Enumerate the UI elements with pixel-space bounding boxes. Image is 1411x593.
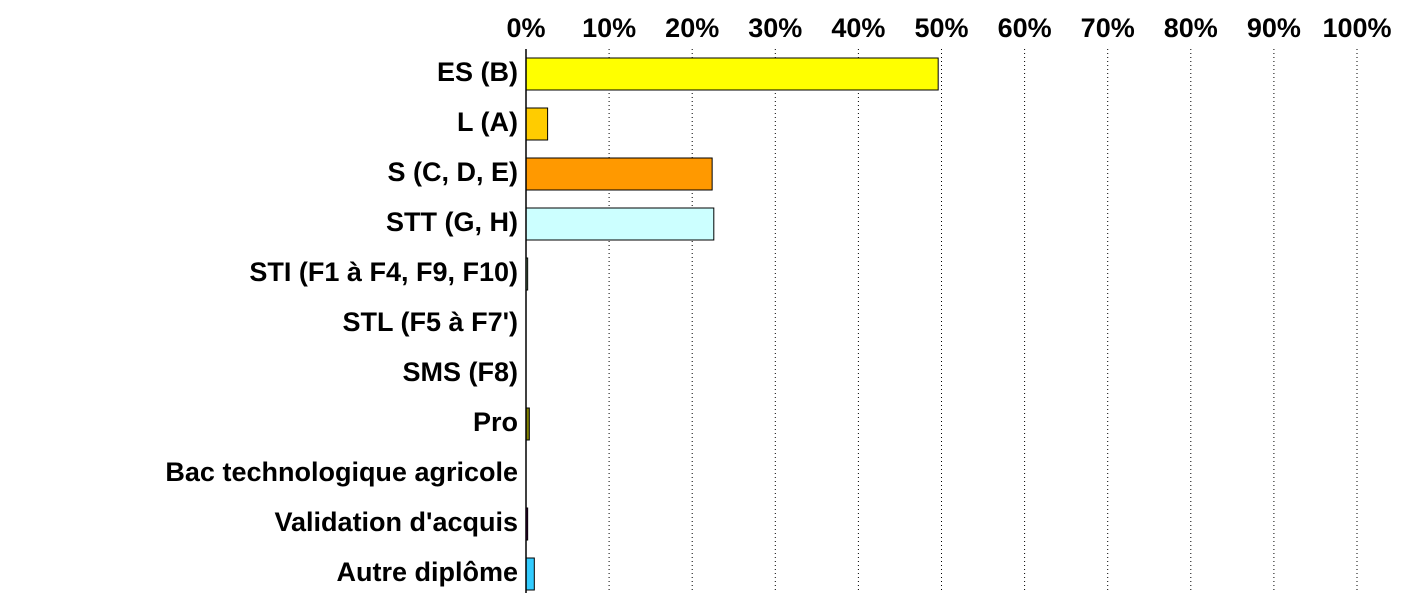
bar: [525, 57, 939, 91]
bar: [525, 107, 549, 141]
x-tick-label: 40%: [831, 13, 885, 43]
y-tick-label: STL (F5 à F7'): [343, 307, 518, 337]
y-tick-label: STI (F1 à F4, F9, F10): [249, 257, 518, 287]
bar: [525, 157, 713, 191]
y-tick-label: Bac technologique agricole: [165, 457, 518, 487]
y-tick-label: SMS (F8): [402, 357, 518, 387]
x-tick-label: 100%: [1322, 13, 1391, 43]
x-tick-label: 50%: [914, 13, 968, 43]
x-tick-label: 20%: [665, 13, 719, 43]
y-tick-label: S (C, D, E): [387, 157, 518, 187]
x-tick-label: 60%: [998, 13, 1052, 43]
y-tick-label: Pro: [473, 407, 518, 437]
y-tick-label: L (A): [457, 107, 518, 137]
x-tick-label: 30%: [748, 13, 802, 43]
x-tick-label: 90%: [1247, 13, 1301, 43]
y-tick-label: Validation d'acquis: [275, 507, 518, 537]
y-tick-label: Autre diplôme: [336, 557, 518, 587]
x-tick-label: 80%: [1164, 13, 1218, 43]
x-tick-label: 10%: [582, 13, 636, 43]
x-tick-label: 70%: [1081, 13, 1135, 43]
y-tick-label: ES (B): [437, 57, 518, 87]
bar: [525, 207, 715, 241]
bar: [525, 557, 535, 591]
x-tick-label: 0%: [506, 13, 545, 43]
y-tick-label: STT (G, H): [386, 207, 518, 237]
